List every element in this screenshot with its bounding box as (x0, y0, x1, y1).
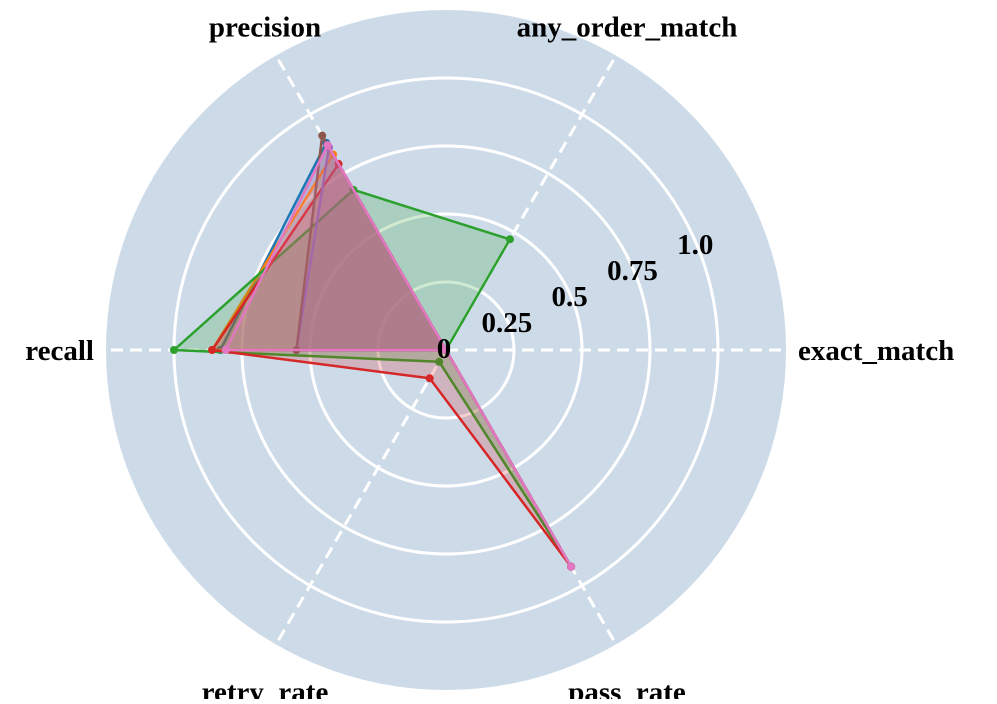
series-3-point-retry_rate (425, 374, 434, 383)
radial-tick-labels: 0 0.25 0.5 0.75 1.0 (437, 229, 714, 365)
series-2-area (174, 189, 572, 567)
r-tick-label-1: 0.25 (481, 307, 532, 339)
r-tick-label-3: 0.75 (607, 255, 658, 287)
series-2-point-retry_rate (435, 357, 444, 366)
r-tick-label-0: 0 (437, 333, 452, 365)
series-6-point-recall (221, 346, 230, 354)
axis-labels: exact_match any_order_match precision recal… (25, 11, 954, 704)
axis-label-pass_rate: pass_rate (568, 677, 686, 699)
axis-label-any_order_match: any_order_match (517, 11, 738, 43)
axis-label-recall: recall (25, 335, 94, 367)
series-4-area (296, 147, 572, 567)
series-5-point-precision (318, 131, 327, 140)
axis-label-retry_rate: retry_rate (202, 677, 329, 699)
series-6-point-precision (323, 141, 332, 150)
series-6-line (224, 143, 573, 568)
series-2-point-any_order_match (505, 235, 514, 244)
r-tick-label-2: 0.5 (552, 281, 588, 313)
series-5-area (296, 135, 572, 567)
series-3-point-recall (208, 346, 217, 354)
series-6-point-pass_rate (567, 562, 576, 571)
series-3-area (212, 163, 572, 567)
series-6 (221, 141, 576, 571)
series-1-area (212, 154, 572, 567)
r-tick-label-4: 1.0 (677, 229, 713, 261)
radar-series-group (170, 131, 576, 571)
axis-label-precision: precision (209, 11, 321, 43)
series-2-point-recall (170, 346, 178, 354)
axis-label-exact_match: exact_match (798, 335, 954, 367)
series-6-point-retry_rate (442, 346, 450, 354)
series-6-area (225, 145, 572, 567)
